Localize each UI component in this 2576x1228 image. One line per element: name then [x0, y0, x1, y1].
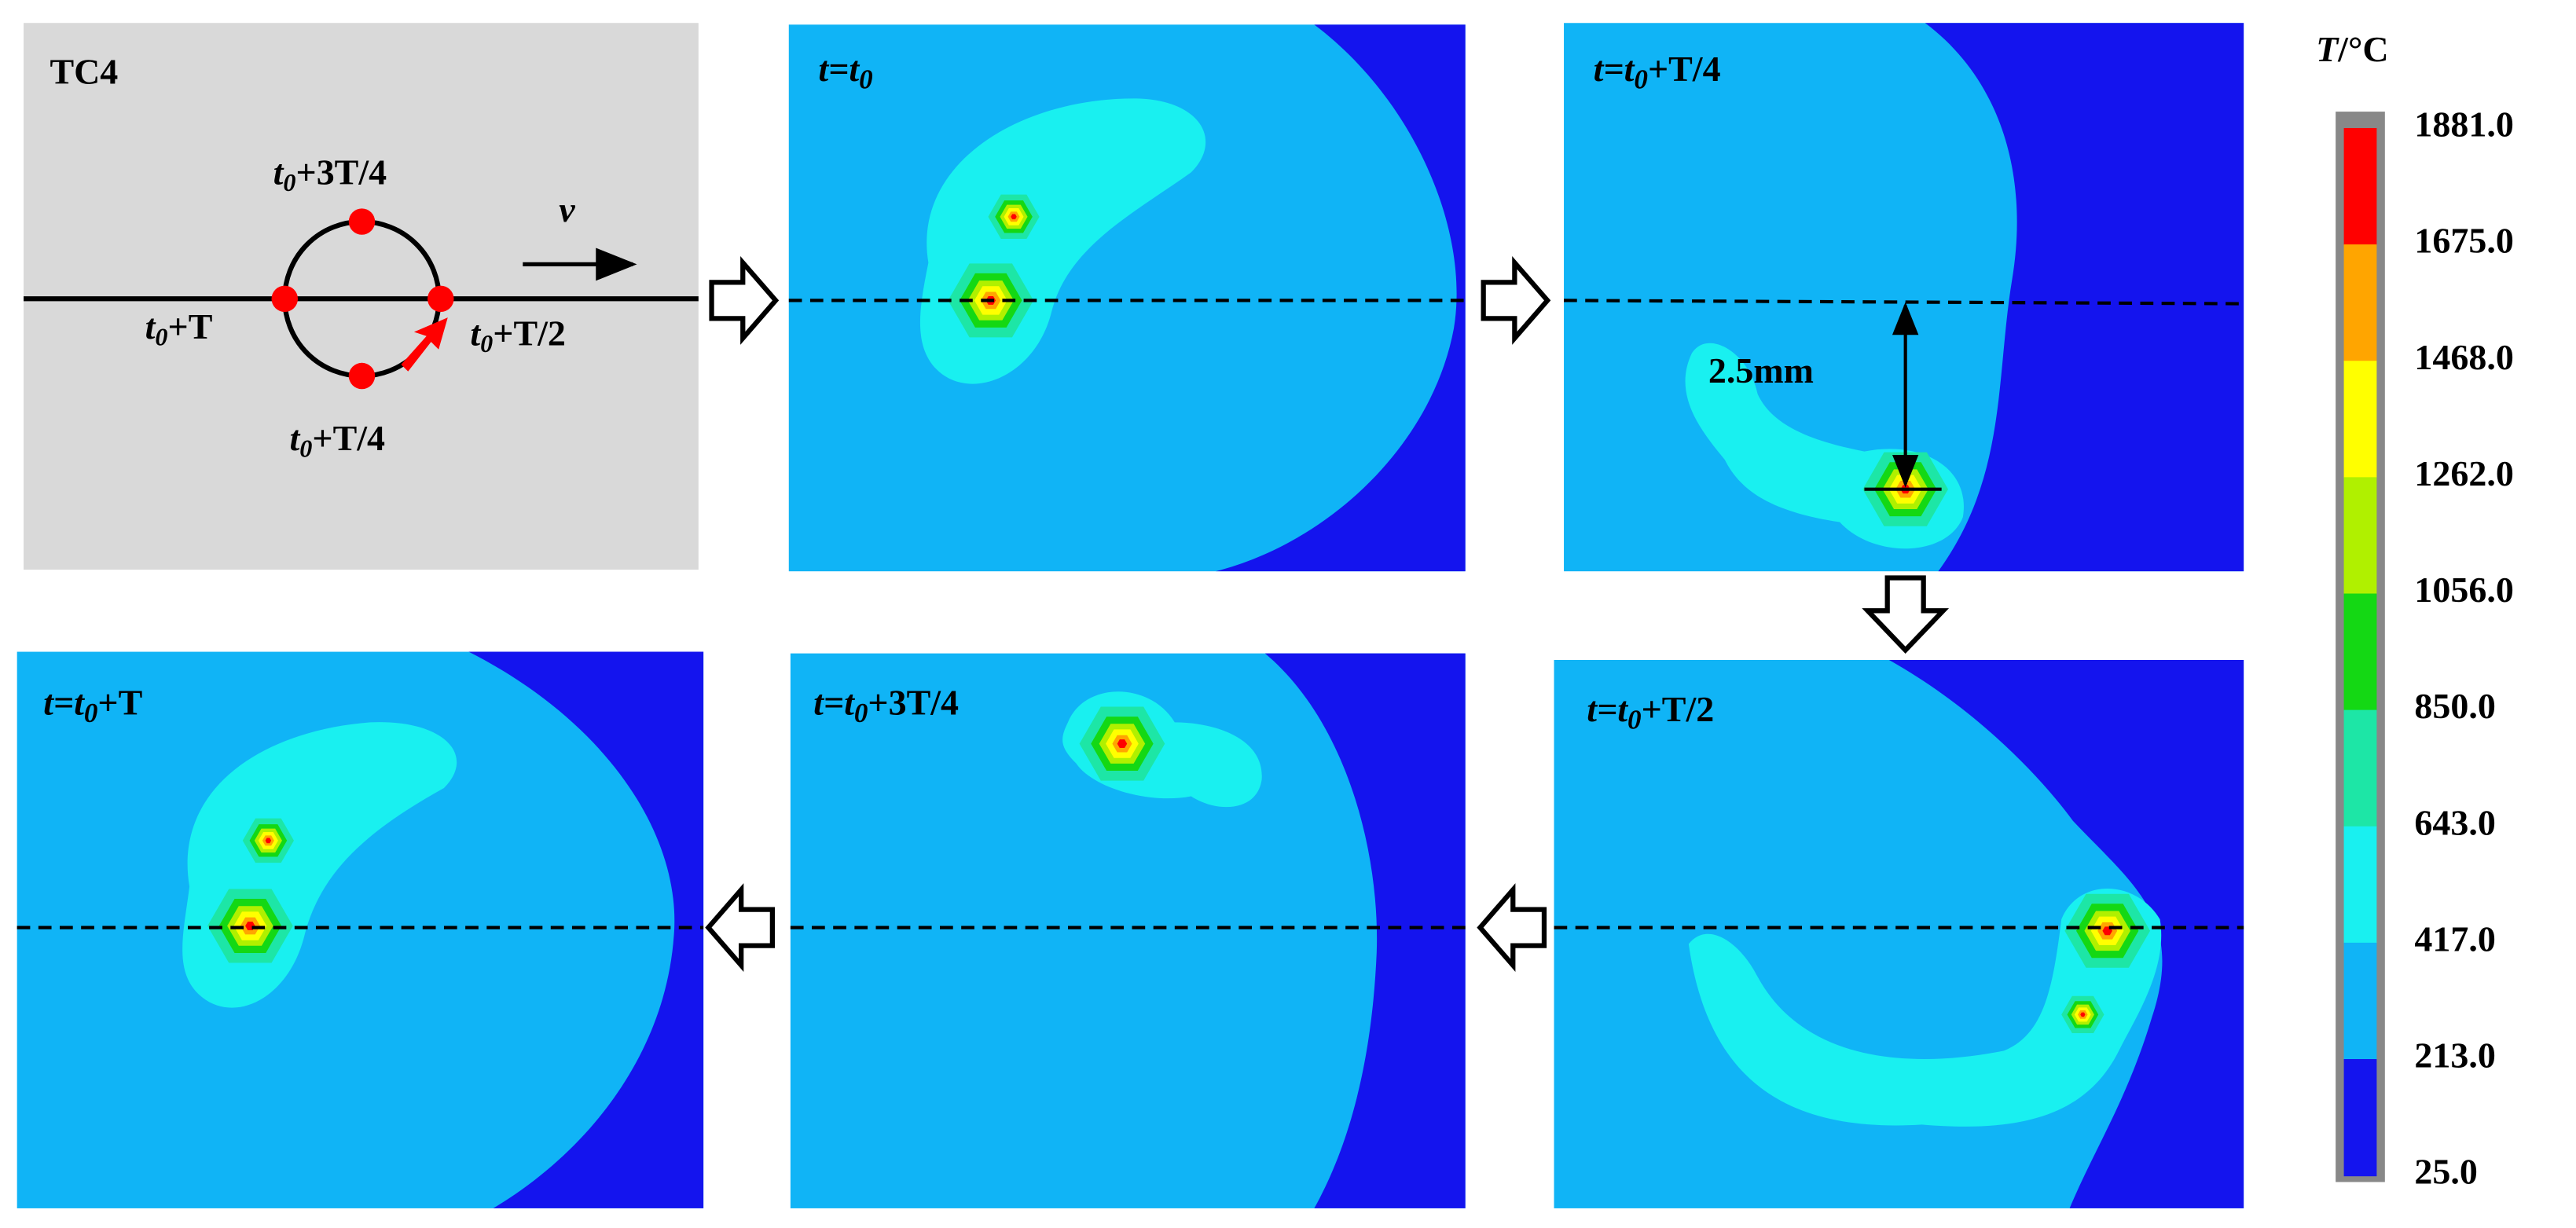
schematic-panel [24, 23, 699, 570]
label-rest: +T [97, 682, 142, 722]
rotation-arrow [401, 317, 448, 372]
colorbar-band [2343, 709, 2377, 827]
label-main: t=t [818, 48, 860, 88]
time-label: t=t0+T [43, 682, 142, 728]
colorbar-label: 213.0 [2414, 1036, 2495, 1076]
heat-contour [1011, 214, 1017, 220]
time-label: t=t0 [818, 48, 872, 94]
colorbar-band [2343, 593, 2377, 711]
label-main: t [290, 418, 301, 458]
label-subscript: 0 [1627, 704, 1642, 735]
point-label: t0+3T/4 [273, 152, 387, 196]
colorbar-band [2343, 477, 2377, 595]
colorbar-unit: /°C [2337, 28, 2388, 68]
label-rest: +3T/4 [296, 152, 387, 192]
time-label: t=t0+T/4 [1594, 48, 1721, 94]
label-main: t [273, 152, 284, 192]
colorbar-band [2343, 942, 2377, 1061]
label-rest: +T [168, 306, 213, 346]
colorbar-band [2343, 361, 2377, 478]
label-subscript: 0 [84, 698, 98, 728]
position-dots [271, 208, 454, 390]
cold-region [1888, 660, 2244, 1208]
label-main: t [470, 313, 481, 353]
colorbar-label: 1468.0 [2414, 337, 2513, 377]
colorbar-label: 643.0 [2414, 802, 2495, 842]
heated-region [1688, 888, 2162, 1127]
cold-region [1925, 23, 2244, 572]
colorbar-label: 25.0 [2414, 1152, 2477, 1192]
colorbar-symbol: T [2316, 28, 2339, 68]
label-subscript: 0 [155, 323, 167, 351]
flow-arrows [705, 255, 1950, 973]
colorbar-label: 1056.0 [2414, 570, 2513, 610]
heat-contour [2080, 1012, 2086, 1017]
label-rest: +T/4 [312, 418, 385, 458]
cold-region [1216, 24, 1466, 572]
label-main: t=t [813, 682, 855, 722]
colorbar-label: 850.0 [2414, 686, 2495, 726]
label-rest: +T/2 [1642, 688, 1715, 728]
label-rest: +T/2 [493, 313, 566, 353]
material-label: TC4 [50, 52, 118, 92]
label-subscript: 0 [299, 434, 312, 463]
colorbar-band [2343, 1059, 2377, 1177]
colorbar-title: T/°C [2316, 28, 2388, 68]
colorbar-band [2343, 127, 2377, 246]
point-label: t0+T [145, 306, 213, 351]
label-subscript: 0 [480, 329, 493, 357]
label-main: t=t [1587, 688, 1628, 728]
time-label: t=t0+3T/4 [813, 682, 959, 728]
label-subscript: 0 [283, 168, 295, 196]
heat-contour [1117, 739, 1128, 749]
cold-region [1264, 653, 1466, 1208]
colorbar-label: 1881.0 [2414, 104, 2513, 145]
label-subscript: 0 [1634, 64, 1648, 95]
velocity-label: v [559, 189, 575, 229]
colorbar-label: 417.0 [2414, 918, 2495, 959]
point-label: t0+T/2 [470, 313, 565, 357]
colorbar-label: 1262.0 [2414, 453, 2513, 493]
distance-label: 2.5mm [1708, 350, 1814, 390]
cold-region [468, 651, 704, 1208]
label-main: t [145, 306, 156, 346]
colorbar-band [2343, 244, 2377, 362]
centerline [1564, 299, 2244, 306]
label-rest: +3T/4 [868, 682, 959, 722]
label-subscript: 0 [859, 64, 873, 95]
label-main: t=t [43, 682, 85, 722]
colorbar-label: 1675.0 [2414, 221, 2513, 261]
heat-contour [265, 838, 272, 844]
time-label: t=t0+T/2 [1587, 688, 1714, 735]
label-main: t=t [1594, 48, 1635, 88]
point-label: t0+T/4 [290, 418, 385, 463]
label-rest: +T/4 [1648, 48, 1721, 88]
label-subscript: 0 [854, 698, 868, 728]
colorbar-band [2343, 826, 2377, 944]
